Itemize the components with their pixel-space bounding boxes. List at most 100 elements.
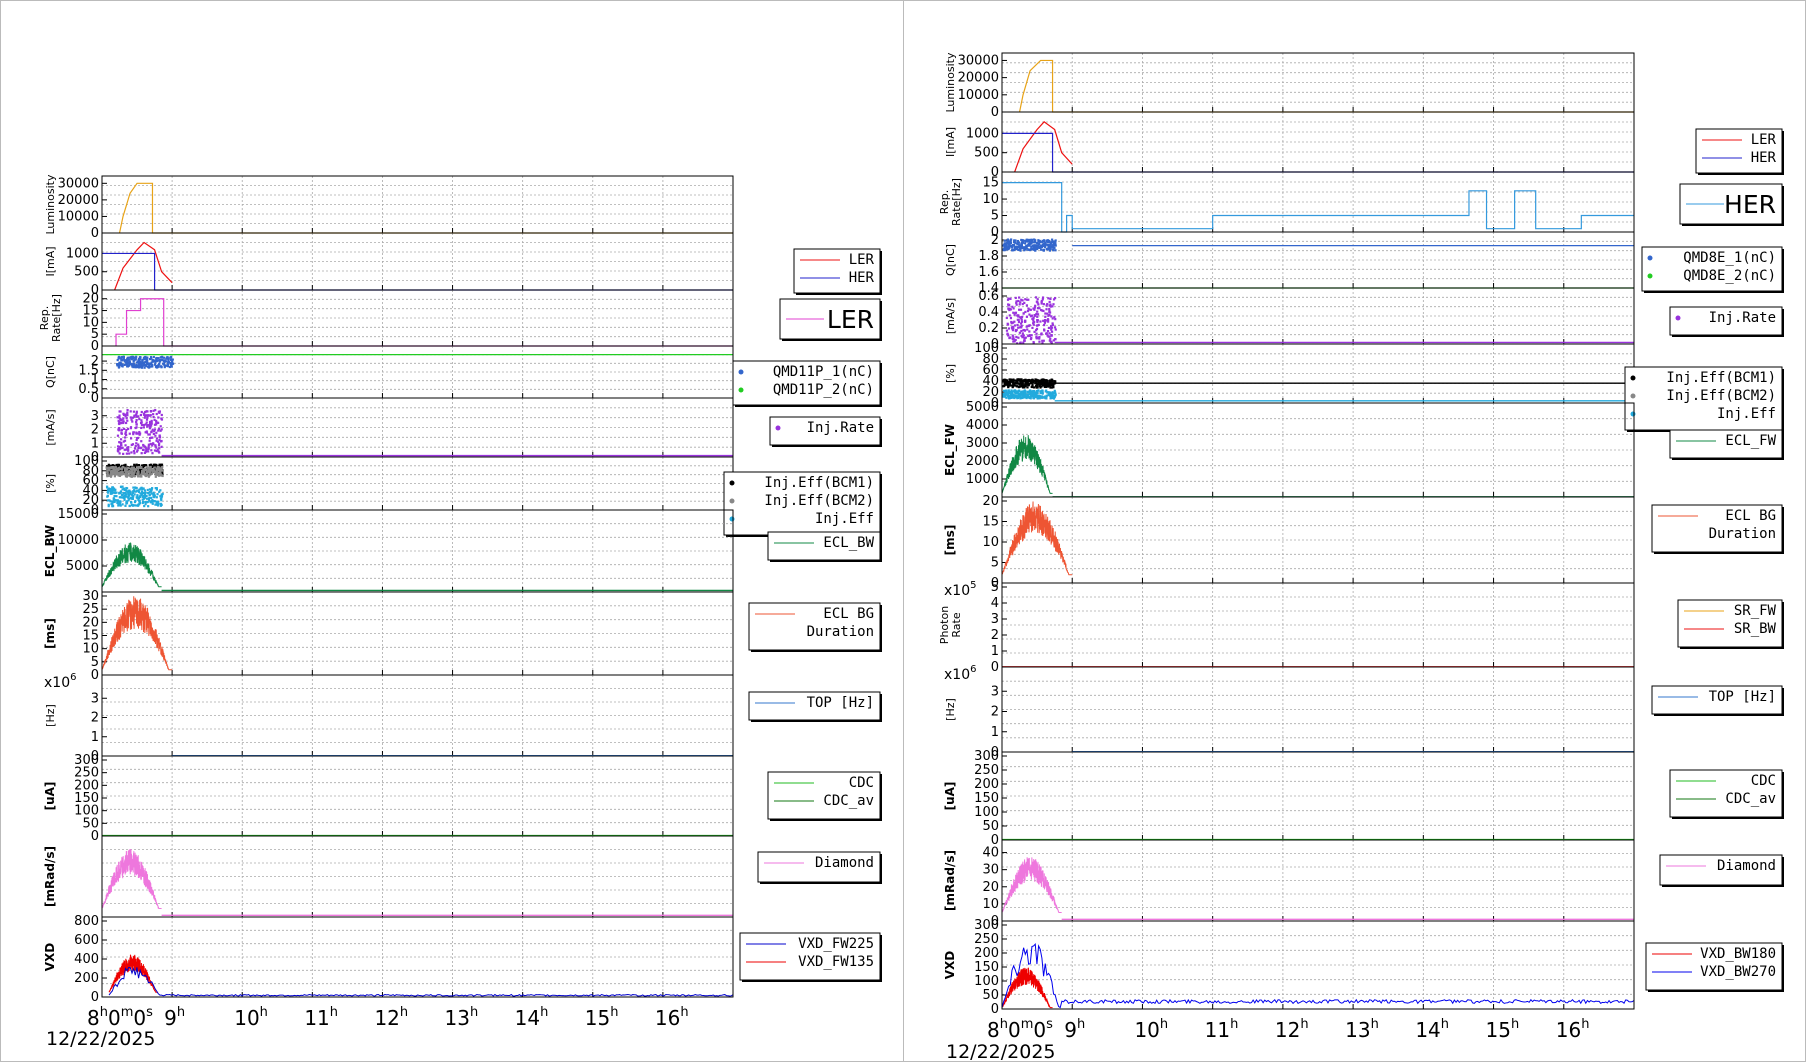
legend: LER (779, 298, 882, 341)
series-vxd_fw135 (108, 954, 159, 993)
y-tick-label: 15 (82, 304, 99, 319)
legend-box (1641, 246, 1783, 292)
legend: VXD_FW225 VXD_FW135 (739, 932, 882, 982)
panel-1: 0 500 1000 I[mA] LER HER (44, 232, 882, 298)
y-tick-label: 100 (974, 341, 999, 356)
series-rep_rate_her (1002, 181, 1634, 233)
y-tick-label: 1000 (66, 246, 99, 261)
y-tick-label: 15 (982, 515, 999, 530)
series-ler (114, 241, 173, 291)
y-tick-label: 10 (982, 192, 999, 207)
legend: Inj.Rate (769, 416, 882, 447)
x-axis-labels: 8h0m0s 9h 10h 11h 12h 13h 14h 15h 16h 12/22/2025 (46, 1005, 689, 1050)
y-axis-label: [mRad/s] (943, 850, 957, 911)
y-tick-label: 4 (991, 596, 999, 611)
legend: VXD_BW180 VXD_BW270 (1645, 942, 1784, 992)
series-rep_rate_ler (115, 298, 733, 347)
y-tick-label: 30 (982, 863, 999, 878)
y-tick-label: 20 (982, 880, 999, 895)
y-tick-label: 4000 (966, 418, 999, 433)
legend-dot-marker (738, 369, 744, 375)
x-tick-label: 14h (515, 1005, 549, 1030)
y-axis-label: ECL_FW (943, 424, 958, 476)
y-tick-label: 0 (991, 225, 999, 240)
x-tick-label: 10h (234, 1005, 268, 1030)
y-axis-label: Q[nC] (944, 244, 957, 276)
y-axis-label: [mA/s] (944, 298, 957, 334)
panel-3: 1.41.61.82 Q[nC] QMD8E_1(nC) QMD8E_2(nC) (944, 231, 1784, 296)
x-tick-label: 8h0m0s (87, 1005, 153, 1030)
axis-exponent: x105 (944, 580, 976, 599)
legend-dot-marker (1630, 411, 1636, 417)
y-tick-label: 80 (982, 352, 999, 367)
legend-box (1677, 599, 1783, 648)
y-tick-label: 10 (82, 315, 99, 330)
y-tick-label: 0 (91, 391, 99, 406)
y-axis-label: Photon (938, 606, 951, 644)
legend: Inj.Rate (1669, 306, 1784, 337)
x-axis-labels: 8h0m0s 9h 10h 11h 12h 13h 14h 15h 16h 12/22/2025 (946, 1017, 1589, 1062)
legend-label: VXD_BW180 (1700, 946, 1776, 962)
series-inj_rate (116, 409, 733, 457)
y-axis-label: ECL_BW (43, 525, 58, 577)
series-her (102, 252, 733, 291)
legend-box (757, 851, 881, 883)
panel-8: 0 1 2 3 [Hz] x106 TOP [Hz] (44, 672, 882, 764)
y-tick-label: 100 (74, 454, 99, 469)
y-axis-label: [%] (944, 364, 957, 383)
series-luminosity (118, 182, 733, 234)
legend-box (793, 248, 881, 294)
y-tick-label: 0.4 (978, 305, 999, 320)
legend-label: HER (849, 270, 875, 286)
y-tick-label: 0 (91, 283, 99, 298)
y-tick-label: 10000 (958, 88, 999, 103)
series-ecl_fw_bw (101, 542, 733, 592)
y-tick-label: 10 (82, 642, 99, 657)
legend-dot-marker (1647, 255, 1653, 261)
legend: LER HER (793, 248, 882, 295)
x-tick-label: 11h (304, 1005, 338, 1030)
y-tick-label: 150 (974, 791, 999, 806)
legend-label: TOP [Hz] (1709, 689, 1776, 705)
x-tick-label: 16h (655, 1005, 689, 1030)
legend-dot-marker (729, 480, 735, 486)
y-tick-label: 1 (991, 725, 999, 740)
legend: ECL_BW (767, 531, 882, 562)
y-tick-label: 0 (91, 749, 99, 764)
legend-dot-marker (1630, 375, 1636, 381)
legend-label: VXD_FW225 (798, 936, 874, 952)
series-qmd_1 (1002, 238, 1057, 252)
y-tick-label: 60 (82, 474, 99, 489)
legend-dot-marker (1675, 315, 1681, 321)
y-axis-label: I[mA] (944, 127, 957, 157)
y-tick-label: 5 (91, 655, 99, 670)
legend-box (739, 932, 881, 981)
y-tick-label: 60 (982, 363, 999, 378)
y-tick-label: 20000 (58, 193, 99, 208)
y-tick-label: 15000 (58, 507, 99, 522)
legend-label: CDC (849, 775, 874, 791)
legend-label: ECL BG (1725, 508, 1776, 524)
series-ecl_bg (101, 596, 173, 671)
y-tick-label: 50 (82, 816, 99, 831)
y-tick-label: 200 (74, 971, 99, 986)
y-tick-label: 5 (91, 327, 99, 342)
y-tick-label: 500 (974, 146, 999, 161)
y-tick-label: 100 (974, 974, 999, 989)
legend-label: ECL_BW (823, 535, 874, 551)
series-vxd_fw225 (108, 966, 734, 997)
legend: QMD8E_1(nC) QMD8E_2(nC) (1641, 246, 1784, 293)
y-tick-label: 10000 (58, 209, 99, 224)
y-tick-label: 0 (91, 990, 99, 1005)
legend-dot-marker (729, 498, 735, 504)
y-tick-label: 30 (82, 589, 99, 604)
legend-dot-marker (775, 425, 781, 431)
y-tick-label: 0 (991, 914, 999, 929)
y-tick-label: 0 (991, 833, 999, 848)
